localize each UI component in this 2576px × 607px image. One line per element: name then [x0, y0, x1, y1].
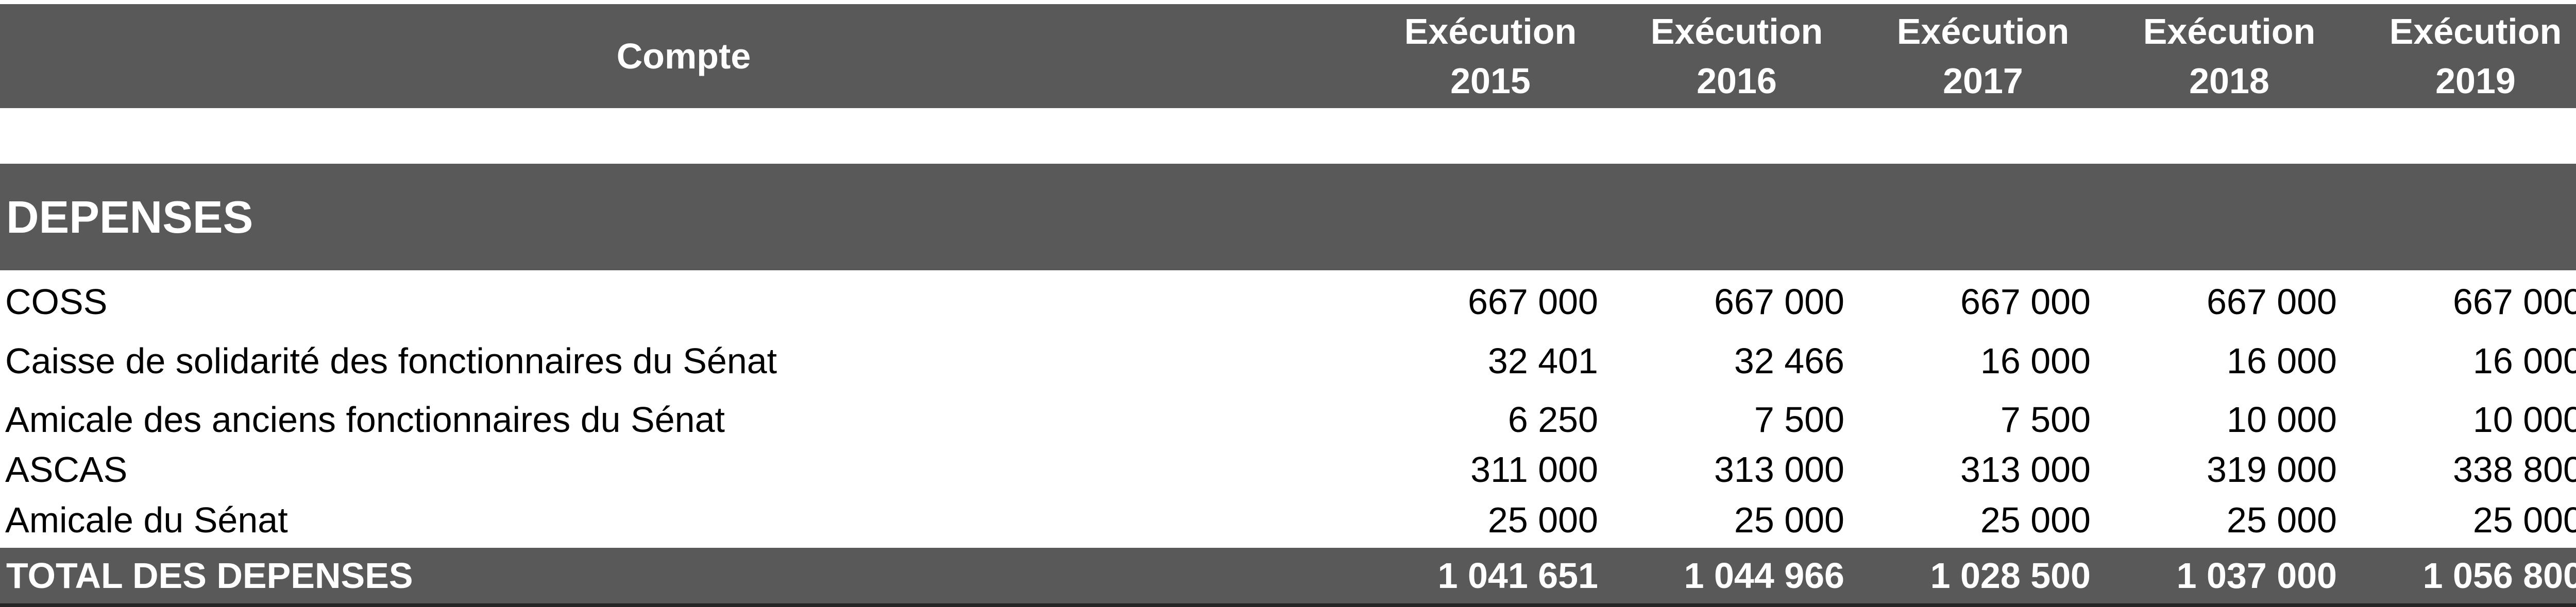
table-row-coss: COSS 667 000 667 000 667 000 667 000 667… [0, 281, 2576, 322]
total-value: 1 044 966 [1684, 556, 1844, 596]
row-label: Amicale du Sénat [5, 500, 288, 540]
cell-value: 16 000 [1980, 341, 2091, 381]
row-label: Amicale des anciens fonctionnaires du Sé… [5, 400, 725, 440]
col-header-exec-2017: Exécution 2017 [1860, 4, 2106, 108]
col-header-exec-2018: Exécution 2018 [2106, 4, 2352, 108]
cell-value: 10 000 [2472, 400, 2576, 440]
cell-value: 667 000 [2452, 282, 2576, 322]
col-header-exec-2015: Exécution 2015 [1367, 4, 1614, 108]
table-row-amicale-anciens: Amicale des anciens fonctionnaires du Sé… [0, 399, 2576, 440]
exec-label: Exécution [1650, 11, 1823, 51]
col-header-exec-2019: Exécution 2019 [2352, 4, 2576, 108]
cell-value: 319 000 [2206, 449, 2337, 490]
cell-value: 667 000 [1714, 282, 1844, 322]
exec-label: Exécution [1896, 11, 2070, 51]
cell-value: 313 000 [1714, 449, 1844, 490]
cell-value: 7 500 [1754, 400, 1844, 440]
cell-value: 16 000 [2472, 341, 2576, 381]
section-title: DEPENSES [6, 191, 253, 242]
table-header-row: Compte Exécution 2015 Exécution 2016 Exé… [0, 4, 2576, 108]
row-label: Caisse de solidarité des fonctionnaires … [5, 341, 777, 381]
table-row-ascas: ASCAS 311 000 313 000 313 000 319 000 33… [0, 449, 2576, 490]
cell-value: 10 000 [2226, 400, 2337, 440]
section-header-depenses: DEPENSES [0, 164, 2576, 270]
cell-value: 667 000 [2206, 282, 2337, 322]
year-label: 2015 [1450, 61, 1531, 101]
year-label: 2018 [2189, 61, 2269, 101]
cell-value: 338 800 [2452, 449, 2576, 490]
row-label: ASCAS [5, 449, 128, 490]
row-label: COSS [5, 282, 108, 322]
year-label: 2016 [1697, 61, 1777, 101]
cell-value: 667 000 [1467, 282, 1598, 322]
exec-label: Exécution [2143, 11, 2316, 51]
cell-value: 25 000 [1734, 500, 1844, 540]
cell-value: 6 250 [1507, 400, 1598, 440]
total-value: 1 041 651 [1437, 556, 1598, 596]
year-label: 2017 [1943, 61, 2023, 101]
exec-label: Exécution [2389, 11, 2562, 51]
cell-value: 311 000 [1470, 449, 1598, 490]
table-bottom-border [0, 603, 2576, 607]
table-row-caisse-solidarite: Caisse de solidarité des fonctionnaires … [0, 340, 2576, 381]
cell-value: 32 466 [1734, 341, 1844, 381]
col-header-compte: Compte [0, 4, 1367, 108]
total-value: 1 037 000 [2176, 556, 2337, 596]
cell-value: 25 000 [2472, 500, 2576, 540]
total-value: 1 056 800 [2422, 556, 2576, 596]
table-row-total-depenses: TOTAL DES DEPENSES 1 041 651 1 044 966 1… [0, 548, 2576, 603]
cell-value: 7 500 [2000, 400, 2091, 440]
total-label: TOTAL DES DEPENSES [6, 556, 413, 596]
cell-value: 25 000 [2226, 500, 2337, 540]
cell-value: 313 000 [1960, 449, 2091, 490]
cell-value: 25 000 [1980, 500, 2091, 540]
year-label: 2019 [2435, 61, 2516, 101]
exec-label: Exécution [1404, 11, 1577, 51]
total-value: 1 028 500 [1930, 556, 2091, 596]
cell-value: 32 401 [1487, 341, 1598, 381]
table-row-amicale-senat: Amicale du Sénat 25 000 25 000 25 000 25… [0, 499, 2576, 541]
cell-value: 16 000 [2226, 341, 2337, 381]
col-header-compte-label: Compte [616, 36, 751, 76]
cell-value: 667 000 [1960, 282, 2091, 322]
cell-value: 25 000 [1487, 500, 1598, 540]
col-header-exec-2016: Exécution 2016 [1614, 4, 1860, 108]
